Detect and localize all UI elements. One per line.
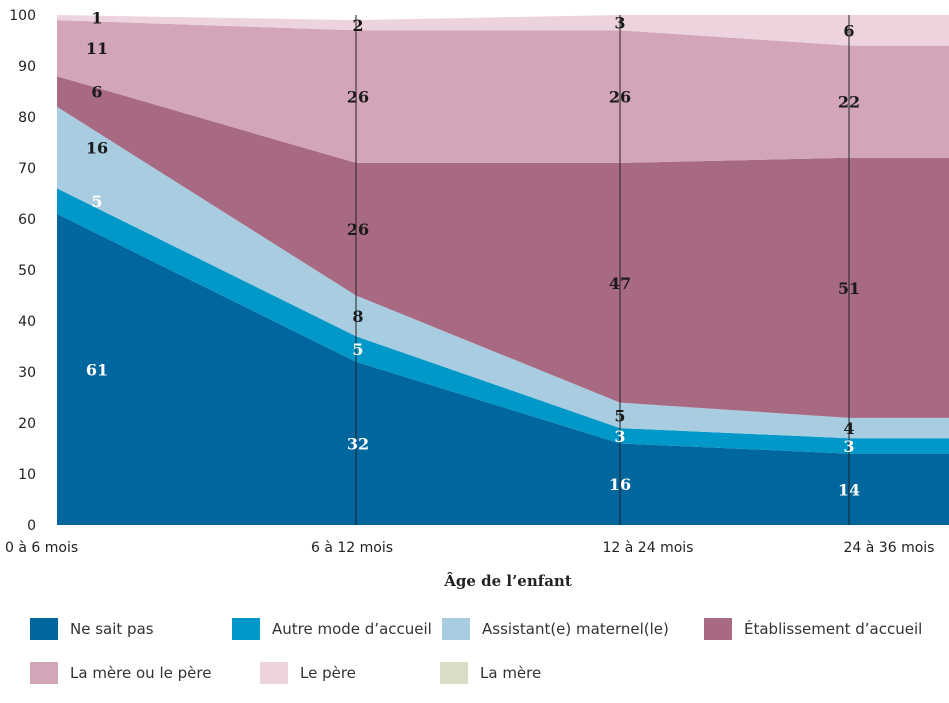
y-tick-label: 40 <box>18 314 36 330</box>
legend-label-mere: La mère <box>480 664 542 682</box>
data-label: 61 <box>86 360 108 379</box>
legend-label-mere-ou-pere: La mère ou le père <box>70 664 212 682</box>
data-label: 26 <box>609 88 631 107</box>
area-1 <box>57 188 949 454</box>
data-label: 1 <box>91 9 102 28</box>
y-tick-label: 80 <box>18 110 36 126</box>
legend-label-assistant: Assistant(e) maternel(le) <box>482 620 669 638</box>
y-tick-label: 90 <box>18 59 36 75</box>
area-5 <box>57 15 949 46</box>
legend-label-ne-sait-pas: Ne sait pas <box>70 620 154 638</box>
legend-item-autre-mode: Autre mode d’accueil <box>232 618 442 640</box>
x-tick-label: 24 à 36 mois <box>844 540 935 556</box>
legend-swatch-etablissement <box>704 618 732 640</box>
y-tick-label: 50 <box>18 263 36 279</box>
data-label: 14 <box>838 480 860 499</box>
y-tick-label: 60 <box>18 212 36 228</box>
data-label: 47 <box>609 274 631 293</box>
legend-item-pere: Le père <box>260 662 440 684</box>
data-label: 5 <box>352 340 363 359</box>
legend-row-1: Ne sait pas Autre mode d’accueil Assista… <box>30 615 940 643</box>
category-lines <box>355 15 850 525</box>
data-label: 5 <box>91 192 102 211</box>
y-tick-label: 20 <box>18 416 36 432</box>
data-label: 26 <box>347 220 369 239</box>
data-label: 3 <box>614 14 625 33</box>
area-2 <box>57 106 949 439</box>
legend-item-mere: La mère <box>440 662 541 684</box>
y-tick-label: 100 <box>9 8 36 24</box>
area-0 <box>57 213 949 525</box>
y-tick-label: 30 <box>18 365 36 381</box>
legend-label-autre-mode: Autre mode d’accueil <box>272 620 432 638</box>
data-labels: 61 32 16 14 5 5 3 3 16 8 5 4 6 26 47 51 11 26 26 22 1 2 3 6 <box>86 9 860 500</box>
x-axis-title: Âge de l’enfant <box>443 572 572 590</box>
data-label: 16 <box>609 475 631 494</box>
legend-item-mere-ou-pere: La mère ou le père <box>30 662 260 684</box>
x-tick-label: 0 à 6 mois <box>5 540 78 556</box>
data-label: 16 <box>86 139 108 158</box>
data-label: 3 <box>843 437 854 456</box>
legend-label-etablissement: Établissement d’accueil <box>744 620 923 638</box>
area-series <box>57 15 949 525</box>
legend-item-assistant: Assistant(e) maternel(le) <box>442 618 704 640</box>
x-axis: 0 à 6 mois 6 à 12 mois 12 à 24 mois 24 à 36… <box>5 540 934 556</box>
legend-item-etablissement: Établissement d’accueil <box>704 618 922 640</box>
data-label: 3 <box>614 427 625 446</box>
data-label: 32 <box>347 434 369 453</box>
data-label: 5 <box>614 406 625 425</box>
y-tick-label: 0 <box>27 518 36 534</box>
legend-swatch-mere-ou-pere <box>30 662 58 684</box>
data-label: 26 <box>347 88 369 107</box>
legend-swatch-pere <box>260 662 288 684</box>
legend-swatch-mere <box>440 662 468 684</box>
legend-item-ne-sait-pas: Ne sait pas <box>30 618 232 640</box>
x-tick-label: 12 à 24 mois <box>603 540 694 556</box>
data-label: 22 <box>838 93 860 112</box>
area-4 <box>57 20 949 163</box>
data-label: 51 <box>838 279 860 298</box>
x-tick-label: 6 à 12 mois <box>311 540 393 556</box>
y-axis: 0 10 20 30 40 50 60 70 80 90 100 <box>9 8 36 534</box>
y-tick-label: 70 <box>18 161 36 177</box>
legend-swatch-autre-mode <box>232 618 260 640</box>
data-label: 11 <box>86 39 108 58</box>
legend-label-pere: Le père <box>300 664 356 682</box>
data-label: 6 <box>843 21 854 40</box>
data-label: 6 <box>91 83 102 102</box>
data-label: 2 <box>352 16 363 35</box>
y-tick-label: 10 <box>18 467 36 483</box>
legend-swatch-assistant <box>442 618 470 640</box>
legend: Ne sait pas Autre mode d’accueil Assista… <box>30 615 940 703</box>
data-label: 4 <box>843 419 854 438</box>
legend-swatch-ne-sait-pas <box>30 618 58 640</box>
data-label: 8 <box>352 307 363 326</box>
legend-row-2: La mère ou le père Le père La mère <box>30 659 940 687</box>
area-3 <box>57 76 949 418</box>
